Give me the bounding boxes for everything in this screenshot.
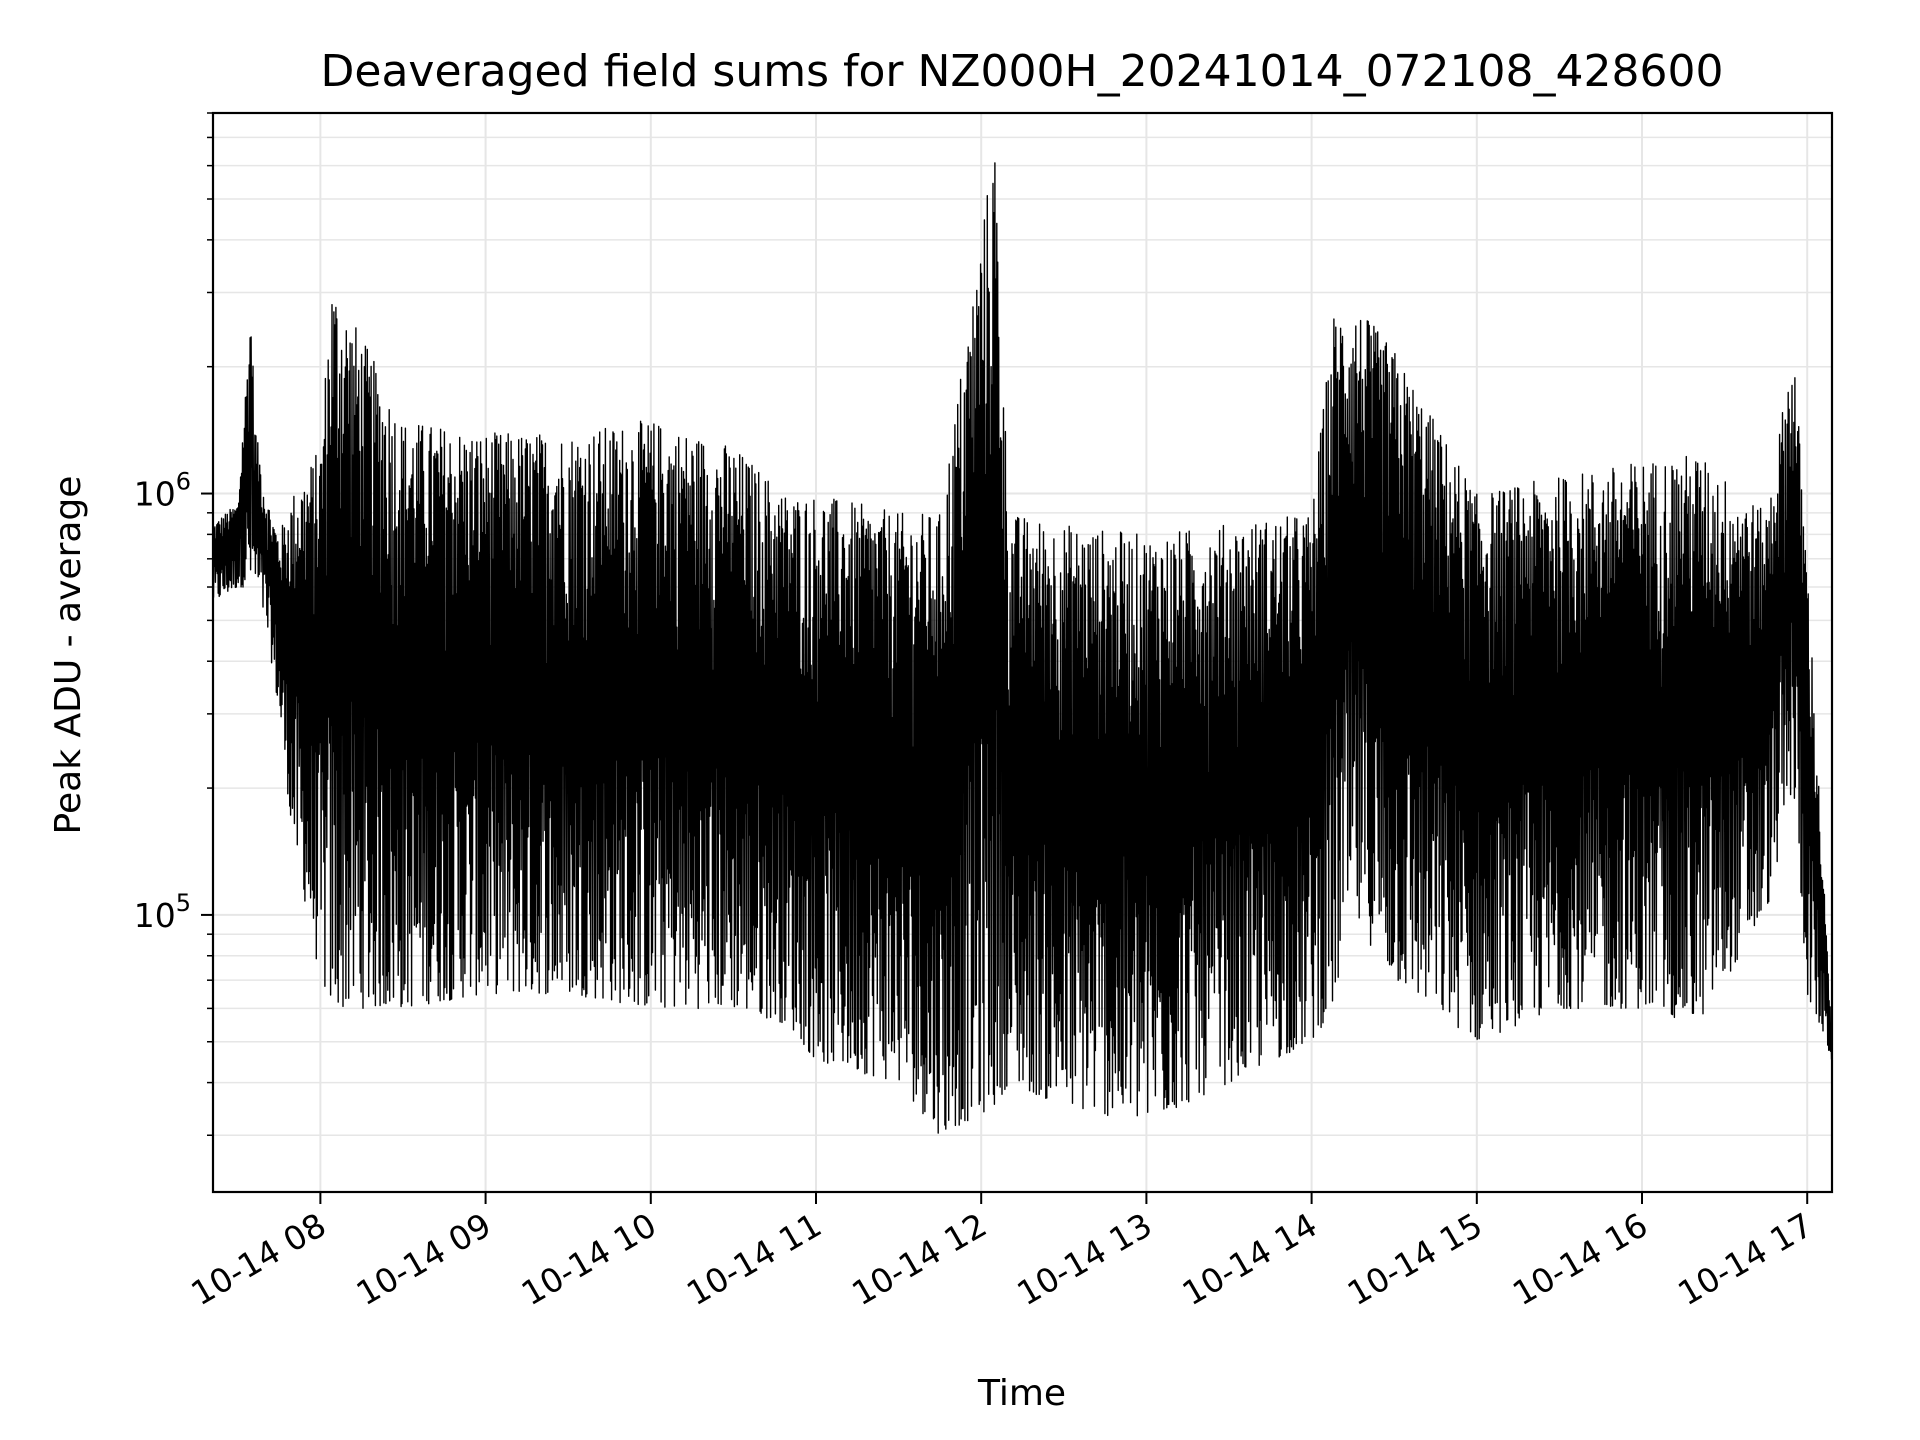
series-line [213,162,1832,1134]
y-axis-label: Peak ADU - average [48,476,89,835]
y-tick-label: 106 [134,468,191,514]
chart-title: Deaveraged field sums for NZ000H_2024101… [321,46,1724,97]
y-tick-exponent: 6 [176,468,191,496]
y-tick-label: 105 [134,889,191,935]
y-tick-exponent: 5 [176,889,191,917]
x-axis-label: Time [977,1373,1066,1414]
y-tick-base: 10 [134,896,176,935]
y-tick-base: 10 [134,475,176,514]
plot-frame [211,111,1834,1194]
